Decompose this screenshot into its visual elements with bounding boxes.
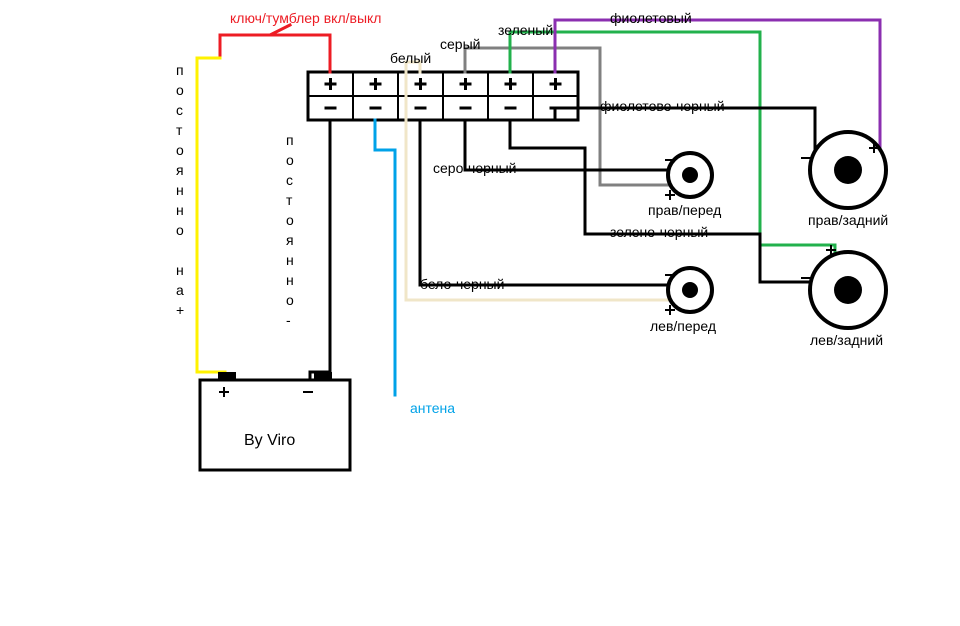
label-white: белый <box>390 50 431 66</box>
label-rear_right: прав/задний <box>808 212 888 228</box>
vlabel-const_minus: постоянно- <box>286 130 294 330</box>
vlabel-const_plus: постоянно на+ <box>176 60 184 320</box>
speaker-rear_left <box>810 252 886 328</box>
wire-const-plus-yellow <box>197 58 225 380</box>
wire-switch-red <box>220 25 330 72</box>
label-front_right: прав/перед <box>648 202 721 218</box>
wire-green-black-neg <box>510 120 813 282</box>
label-violet_black: фиолетово-черный <box>600 98 725 114</box>
label-violet: фиолетовый <box>610 10 692 26</box>
battery-box <box>200 380 350 470</box>
wire-const-minus-black <box>310 120 330 380</box>
label-gray: серый <box>440 36 480 52</box>
label-green_black: зелено-черный <box>610 224 708 240</box>
wire-antenna-blue <box>375 120 395 395</box>
wire-green-pos <box>510 32 835 255</box>
label-white_black: бело-черный <box>420 276 504 292</box>
wiring-diagram <box>0 0 960 626</box>
label-gray_black: серо-черный <box>433 160 517 176</box>
label-switch: ключ/тумблер вкл/выкл <box>230 10 381 26</box>
label-rear_left: лев/задний <box>810 332 883 348</box>
label-front_left: лев/перед <box>650 318 716 334</box>
label-green: зеленый <box>498 22 553 38</box>
label-antenna: антена <box>410 400 455 416</box>
label-battery: By Viro <box>244 432 295 450</box>
